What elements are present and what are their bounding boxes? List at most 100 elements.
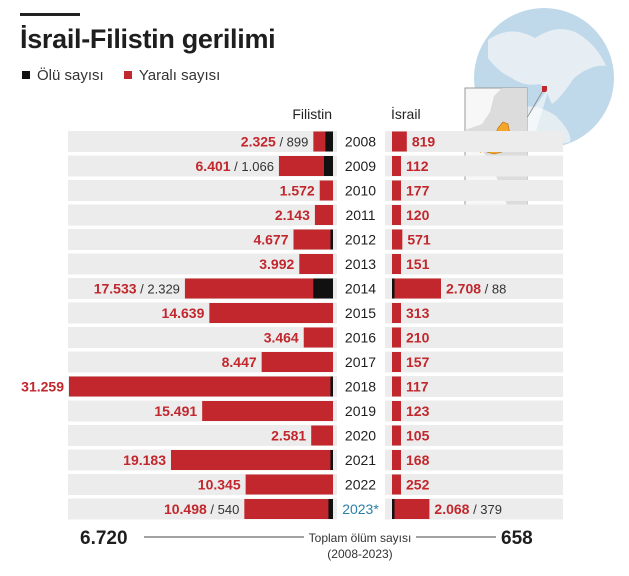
- bar-filistin-injured: [293, 229, 333, 250]
- left-bars: [69, 131, 333, 519]
- value-label-israil: 313: [406, 305, 430, 321]
- bar-israil-injured: [392, 254, 401, 274]
- bar-israil-dead: [392, 278, 395, 299]
- year-label: 2010: [345, 183, 376, 199]
- value-label-filistin: 8.447: [222, 354, 257, 370]
- legend-label-dead: Ölü sayısı: [37, 66, 104, 84]
- bar-israil-injured: [392, 352, 401, 372]
- year-label-bg: [337, 325, 385, 350]
- bar-filistin-injured: [170, 450, 333, 470]
- bar-filistin-injured: [319, 180, 333, 201]
- year-label-bg: [337, 423, 385, 448]
- bar-filistin-injured: [245, 474, 333, 495]
- year-label: 2019: [345, 403, 376, 419]
- value-label-filistin: 2.325 / 899: [241, 134, 309, 150]
- value-label-israil: 105: [406, 428, 430, 444]
- value-label-israil: 117: [406, 379, 429, 395]
- value-label-filistin: 10.498 / 540: [164, 501, 239, 517]
- bar-filistin-dead: [313, 278, 333, 299]
- year-label-bg: [337, 300, 385, 326]
- bar-filistin-dead: [323, 156, 333, 176]
- bar-filistin-injured: [209, 303, 333, 323]
- bar-filistin-dead: [325, 131, 333, 152]
- bar-israil-injured: [392, 180, 401, 201]
- bar-filistin-injured: [244, 499, 333, 519]
- bar-israil-injured: [392, 327, 401, 348]
- value-label-filistin: 2.143: [275, 207, 310, 223]
- bar-israil-injured: [392, 131, 407, 152]
- year-label-bg: [337, 447, 385, 473]
- year-label: 2014: [345, 281, 376, 297]
- legend-label-injured: Yaralı sayısı: [138, 66, 221, 84]
- bar-filistin-dead: [328, 499, 333, 519]
- value-label-filistin: 15.491: [154, 403, 197, 419]
- year-label-bg: [337, 178, 385, 203]
- value-label-filistin: 31.259: [21, 379, 64, 395]
- bar-filistin-dead: [330, 376, 333, 397]
- year-label: 2016: [345, 330, 376, 346]
- year-label: 2009: [345, 158, 376, 174]
- value-label-filistin: 17.533 / 2.329: [94, 281, 180, 297]
- bar-israil-injured: [392, 474, 401, 495]
- year-label: 2023*: [342, 501, 379, 517]
- bar-filistin-injured: [299, 254, 333, 274]
- year-label: 2017: [345, 354, 376, 370]
- year-label-bg: [337, 472, 385, 497]
- value-label-israil: 819: [412, 134, 436, 150]
- legend-item-dead: Ölü sayısı: [22, 67, 104, 84]
- value-label-filistin: 2.581: [271, 428, 306, 444]
- year-label-bg: [337, 251, 385, 277]
- bar-israil-injured: [392, 376, 401, 397]
- bar-filistin-injured: [261, 352, 333, 372]
- value-label-filistin: 3.992: [259, 256, 294, 272]
- chart-title: İsrail-Filistin gerilimi: [20, 24, 276, 54]
- value-labels: 2.325 / 899 819 6.401 / 1.066 112 1.572 177 2.…: [21, 134, 506, 518]
- right-bars: [392, 131, 441, 519]
- bar-filistin-dead: [330, 450, 333, 470]
- value-label-israil: 120: [406, 207, 430, 223]
- bar-israil-injured: [392, 303, 401, 323]
- year-label: 2011: [345, 207, 375, 223]
- year-label: 2008: [345, 134, 376, 150]
- value-label-israil: 210: [406, 330, 430, 346]
- legend-swatch-dead: [22, 71, 30, 79]
- value-label-israil: 168: [406, 452, 430, 468]
- value-label-israil: 112: [406, 158, 429, 174]
- bar-filistin-injured: [184, 278, 333, 299]
- bar-israil-injured: [392, 450, 401, 470]
- bar-filistin-injured: [311, 425, 333, 446]
- year-label-bg: [337, 202, 385, 228]
- right-side-label: İsrail: [391, 105, 421, 122]
- year-label-bg: [337, 496, 385, 522]
- title-accent-line: [20, 13, 80, 16]
- bar-filistin-injured: [69, 376, 333, 397]
- legend-swatch-injured: [123, 71, 132, 79]
- year-label: 2013: [345, 256, 376, 272]
- year-label-bg: [337, 153, 385, 179]
- bar-israil-injured: [392, 278, 441, 299]
- bar-israil-injured: [392, 499, 430, 519]
- year-label-bg: [337, 129, 385, 154]
- value-label-filistin: 4.677: [253, 232, 288, 248]
- value-label-israil: 123: [406, 403, 430, 419]
- year-label-bg: [337, 276, 385, 301]
- value-label-filistin: 10.345: [198, 477, 241, 493]
- value-label-filistin: 3.464: [264, 330, 299, 346]
- bar-filistin-injured: [303, 327, 333, 348]
- value-label-filistin: 19.183: [123, 452, 166, 468]
- bar-filistin-injured: [202, 401, 333, 421]
- bar-israil-dead: [392, 499, 395, 519]
- total-left-value: 6.720: [80, 528, 128, 549]
- bar-filistin-injured: [314, 205, 333, 225]
- left-side-label: Filistin: [292, 106, 332, 122]
- total-right-value: 658: [501, 528, 533, 549]
- year-label: 2015: [345, 305, 376, 321]
- total-label-line1: Toplam ölüm sayısı: [309, 531, 412, 545]
- value-label-israil: 151: [406, 256, 430, 272]
- value-label-israil: 2.708 / 88: [446, 281, 506, 297]
- bar-israil-injured: [392, 425, 401, 446]
- bar-filistin-injured: [278, 156, 333, 176]
- year-labels: 2008 2009 2010 2011 2012 2013 2014 2015 2016 2017…: [337, 129, 385, 522]
- bar-filistin-dead: [330, 229, 333, 250]
